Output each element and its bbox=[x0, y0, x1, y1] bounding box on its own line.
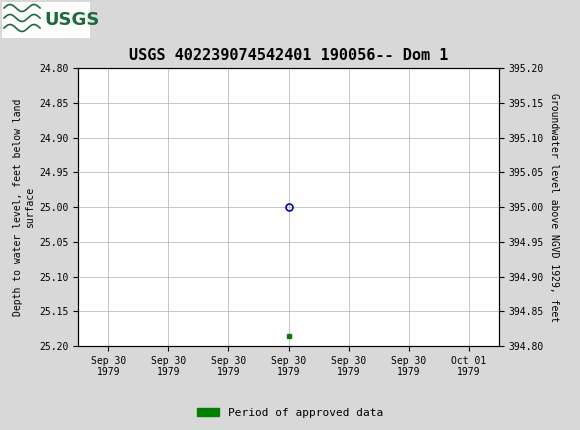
Y-axis label: Depth to water level, feet below land
surface: Depth to water level, feet below land su… bbox=[13, 98, 35, 316]
Text: USGS: USGS bbox=[44, 11, 99, 29]
Title: USGS 402239074542401 190056-- Dom 1: USGS 402239074542401 190056-- Dom 1 bbox=[129, 48, 448, 63]
Legend: Period of approved data: Period of approved data bbox=[193, 403, 387, 422]
Y-axis label: Groundwater level above NGVD 1929, feet: Groundwater level above NGVD 1929, feet bbox=[549, 92, 559, 322]
FancyBboxPatch shape bbox=[2, 2, 90, 38]
